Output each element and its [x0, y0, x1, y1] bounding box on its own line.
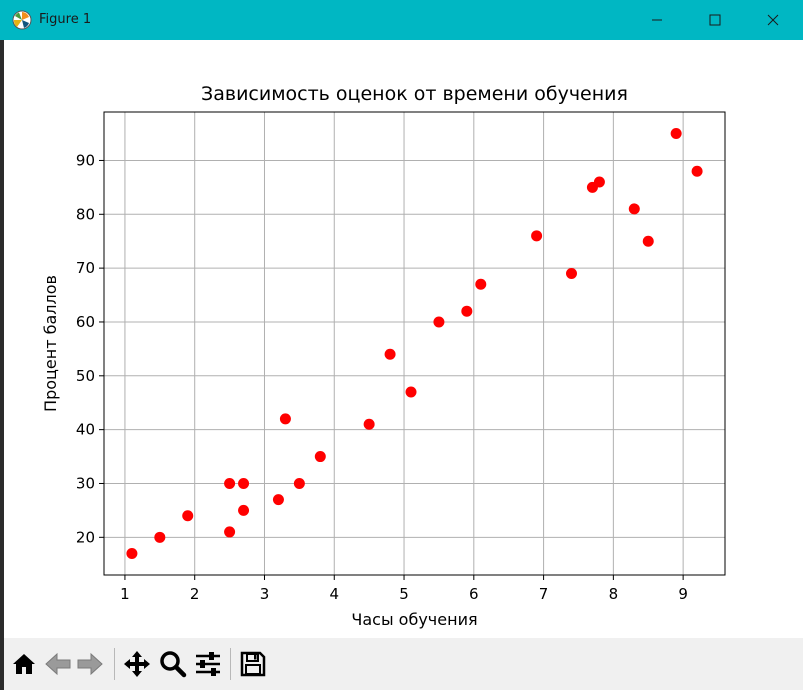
title-bar[interactable]: Figure 1	[0, 0, 803, 40]
data-point	[314, 451, 326, 463]
data-point	[224, 526, 236, 538]
data-point	[224, 477, 236, 489]
toolbar-separator	[230, 648, 231, 680]
y-axis-label: Процент баллов	[41, 275, 60, 412]
data-point	[433, 316, 445, 328]
toolbar-separator	[114, 648, 115, 680]
y-tick-label: 90	[76, 151, 95, 169]
chart-title: Зависимость оценок от времени обучения	[201, 83, 628, 105]
data-point	[363, 418, 375, 430]
x-tick-label: 9	[678, 585, 688, 603]
scatter-chart: 1 2 3 4 5 6 7 8 9 20 30 40 50 60 70 80 90 Зависимость оц…	[41, 83, 726, 629]
maximize-icon	[709, 14, 721, 26]
y-tick-label: 60	[76, 313, 95, 331]
figure-canvas[interactable]: 1 2 3 4 5 6 7 8 9 20 30 40 50 60 70 80 90 Зависимость оц…	[4, 40, 803, 638]
configure-subplots-button[interactable]	[192, 648, 224, 680]
data-point	[384, 348, 396, 360]
data-point	[691, 165, 703, 177]
data-point	[531, 230, 543, 242]
save-button[interactable]	[237, 648, 269, 680]
data-point	[182, 510, 194, 522]
move-icon	[124, 651, 150, 677]
forward-button[interactable]	[74, 648, 106, 680]
zoom-button[interactable]	[157, 648, 189, 680]
x-tick-label: 5	[399, 585, 409, 603]
y-tick-label: 40	[76, 421, 95, 439]
data-point	[565, 268, 577, 280]
data-point	[238, 477, 250, 489]
grid	[104, 112, 725, 575]
x-tick-label: 2	[190, 585, 200, 603]
close-button[interactable]	[750, 0, 796, 40]
x-tick-label: 8	[609, 585, 619, 603]
data-point	[405, 386, 417, 398]
axes-frame	[103, 111, 726, 576]
data-point	[461, 305, 473, 317]
x-tick-label: 4	[329, 585, 339, 603]
window-title: Figure 1	[39, 12, 92, 27]
sliders-icon	[196, 652, 220, 676]
home-button[interactable]	[8, 648, 40, 680]
y-tick-label: 80	[76, 205, 95, 223]
data-point	[628, 203, 640, 215]
data-point	[272, 494, 284, 506]
data-point	[293, 477, 305, 489]
data-point	[279, 413, 291, 425]
minimize-button[interactable]	[634, 0, 680, 40]
x-tick-label: 1	[120, 585, 130, 603]
data-point	[154, 531, 166, 543]
data-point	[126, 547, 138, 559]
y-tick-label: 20	[76, 528, 95, 546]
data-points	[126, 128, 703, 559]
x-axis-label: Часы обучения	[351, 610, 477, 629]
y-tick-label: 70	[76, 259, 95, 277]
magnifier-icon	[160, 651, 187, 678]
data-point	[642, 235, 654, 247]
matplotlib-logo-icon	[12, 10, 32, 30]
minimize-icon	[652, 19, 662, 21]
navigation-toolbar	[4, 638, 803, 690]
data-point	[475, 278, 487, 290]
home-icon	[13, 654, 35, 674]
pan-button[interactable]	[121, 648, 153, 680]
window-left-border	[0, 40, 4, 690]
floppy-disk-icon	[240, 651, 266, 677]
x-tick-label: 7	[539, 585, 549, 603]
y-tick-label: 30	[76, 474, 95, 492]
back-button[interactable]	[42, 648, 74, 680]
x-tick-label: 6	[469, 585, 479, 603]
data-point	[238, 504, 250, 516]
maximize-button[interactable]	[692, 0, 738, 40]
close-icon	[767, 14, 779, 26]
arrow-right-icon	[77, 652, 103, 676]
data-point	[670, 128, 682, 140]
x-tick-label: 3	[260, 585, 270, 603]
arrow-left-icon	[45, 652, 71, 676]
y-tick-label: 50	[76, 367, 95, 385]
ticks: 1 2 3 4 5 6 7 8 9 20 30 40 50 60 70 80 90	[76, 151, 688, 603]
data-point	[593, 176, 605, 188]
